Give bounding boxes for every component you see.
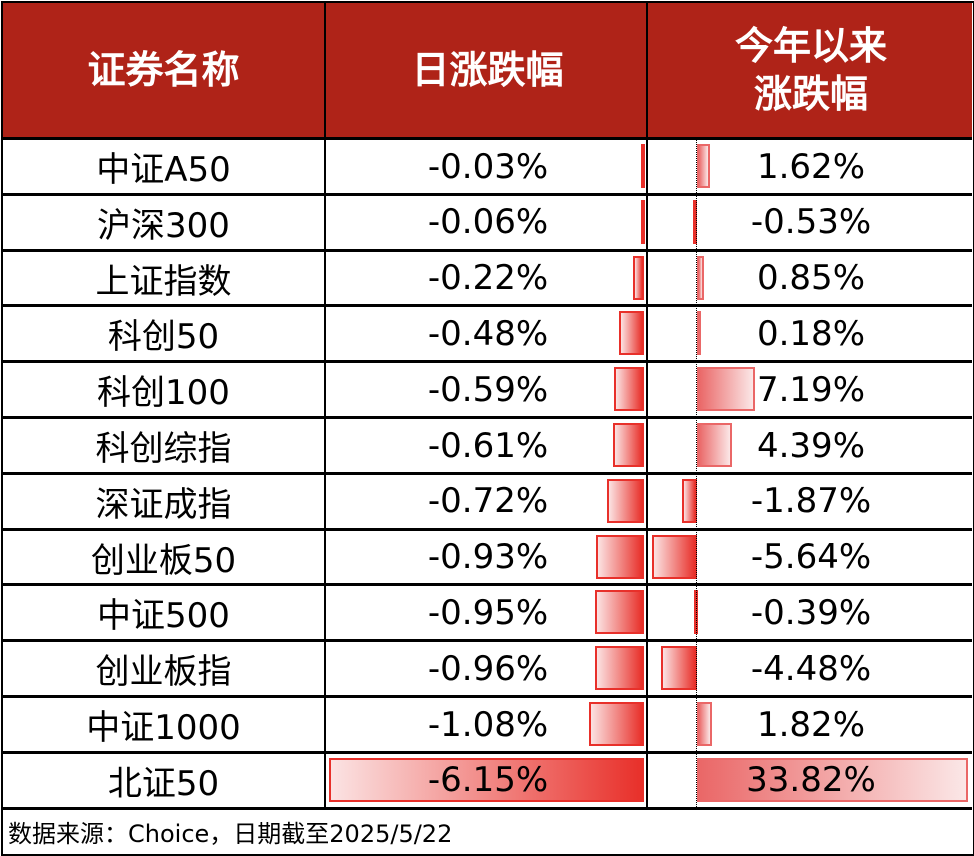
daily-change-bar (329, 757, 644, 802)
row-divider (2, 304, 972, 308)
header-ytd-change: 今年以来 涨跌幅 (650, 2, 972, 138)
ytd-change-value: -5.64% (750, 537, 872, 578)
footer-source-text: 数据来源：Choice，日期截至2025/5/22 (8, 820, 453, 848)
ytd-change-bar (697, 311, 701, 356)
daily-change-value: -0.93% (427, 537, 549, 578)
table-row: 上证指数 -0.22% 0.85% (2, 251, 972, 306)
security-name: 科创100 (97, 373, 230, 414)
ytd-change-value: 0.18% (756, 313, 865, 354)
header-security-name: 证券名称 (2, 2, 325, 138)
column-divider-2 (646, 2, 648, 809)
daily-change-value: -0.96% (427, 648, 549, 689)
ytd-change-bar (651, 534, 697, 579)
ytd-change-value: 4.39% (756, 425, 865, 466)
daily-change-value: -0.95% (427, 592, 549, 633)
table-header: 证券名称 日涨跌幅 今年以来 涨跌幅 (2, 2, 972, 138)
daily-change-value: -1.08% (427, 704, 549, 745)
ytd-change-bar (697, 757, 968, 802)
header-ytd-line1: 今年以来 (734, 24, 887, 68)
security-name: 沪深300 (97, 205, 230, 246)
ytd-change-value: -0.53% (750, 202, 872, 243)
daily-change-value: -0.59% (427, 369, 549, 410)
daily-change-bar (641, 144, 645, 188)
row-divider (2, 527, 972, 531)
daily-change-value: -0.72% (427, 481, 549, 522)
row-divider (2, 639, 972, 643)
ytd-change-value: -0.39% (750, 592, 872, 633)
ytd-change-bar (692, 199, 697, 244)
security-name: 深证成指 (95, 484, 232, 525)
ytd-change-bar (697, 367, 755, 412)
table-row: 创业板指 -0.96% -4.48% (2, 641, 972, 696)
ytd-change-value: 7.19% (756, 369, 865, 410)
header-ytd-line2: 涨跌幅 (753, 72, 868, 116)
ytd-change-value: 1.62% (756, 146, 865, 187)
security-name: 科创综指 (95, 429, 232, 469)
row-divider (2, 192, 972, 196)
row-divider (2, 471, 972, 475)
header-security-name-label: 证券名称 (87, 48, 240, 92)
ytd-change-value: 33.82% (746, 760, 876, 801)
row-divider (2, 137, 972, 140)
daily-change-bar (640, 199, 645, 244)
ytd-change-bar (697, 702, 712, 746)
header-daily-change: 日涨跌幅 (327, 2, 648, 138)
security-name: 上证指数 (95, 261, 232, 302)
ytd-zero-axis (696, 139, 697, 809)
ytd-change-bar (682, 478, 697, 523)
row-divider (2, 750, 972, 754)
ytd-change-value: -4.48% (750, 648, 872, 689)
security-name: 创业板50 (90, 540, 237, 581)
table-row: 创业板50 -0.93% -5.64% (2, 530, 972, 585)
ytd-change-value: 1.82% (756, 704, 865, 745)
ytd-change-bar (697, 144, 710, 188)
daily-change-bar (613, 367, 644, 412)
daily-change-bar (607, 478, 644, 523)
row-divider (2, 806, 972, 810)
table-row: 深证成指 -0.72% -1.87% (2, 474, 972, 529)
table-row: 沪深300 -0.06% -0.53% (2, 195, 972, 250)
daily-change-value: -0.03% (427, 146, 549, 187)
ytd-change-bar (661, 646, 697, 691)
daily-change-value: -0.48% (427, 313, 549, 354)
daily-change-bar (588, 702, 644, 746)
daily-change-bar (596, 534, 644, 579)
row-divider (2, 695, 972, 698)
daily-change-bar (594, 646, 644, 691)
table-row: 中证1000 -1.08% 1.82% (2, 697, 972, 752)
security-name: 科创50 (107, 317, 220, 358)
column-divider-1 (324, 2, 326, 809)
daily-change-bar (619, 311, 644, 356)
row-divider (2, 583, 972, 587)
row-divider (2, 416, 972, 419)
ytd-change-value: -1.87% (750, 481, 872, 522)
table-row: 中证500 -0.95% -0.39% (2, 585, 972, 640)
table-row: 科创100 -0.59% 7.19% (2, 362, 972, 417)
security-name: 创业板指 (95, 652, 232, 693)
table-row: 科创50 -0.48% 0.18% (2, 306, 972, 361)
daily-change-bar (612, 423, 644, 467)
daily-change-value: -0.06% (427, 202, 549, 243)
row-divider (2, 248, 972, 252)
daily-change-value: -6.15% (427, 760, 549, 801)
table-row: 科创综指 -0.61% 4.39% (2, 418, 972, 473)
daily-change-bar (595, 590, 644, 635)
ytd-change-bar (697, 255, 704, 300)
daily-change-value: -0.61% (427, 425, 549, 466)
row-divider (2, 360, 972, 364)
daily-change-value: -0.22% (427, 258, 549, 299)
header-daily-change-label: 日涨跌幅 (411, 48, 564, 92)
table-row: 北证50 -6.15% 33.82% (2, 753, 972, 808)
security-name: 中证1000 (86, 708, 241, 748)
daily-change-bar (632, 255, 644, 300)
security-name: 中证A50 (96, 150, 231, 190)
ytd-change-value: 0.85% (756, 258, 865, 299)
table-row: 中证A50 -0.03% 1.62% (2, 139, 972, 194)
security-name: 北证50 (107, 763, 220, 804)
ytd-change-bar (697, 423, 733, 467)
data-source-note: 数据来源：Choice，日期截至2025/5/22 (2, 811, 974, 852)
security-name: 中证500 (97, 596, 230, 637)
